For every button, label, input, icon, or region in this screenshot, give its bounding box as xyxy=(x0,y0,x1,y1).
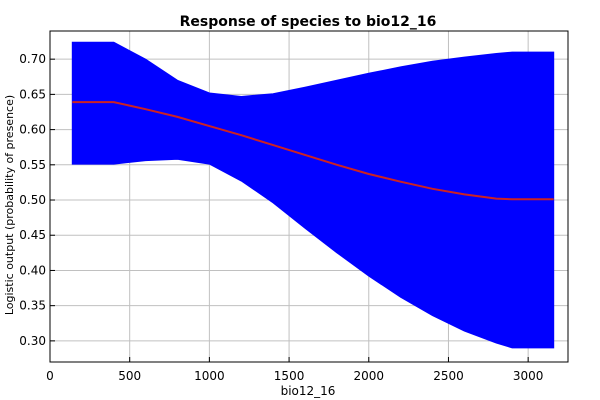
y-tick-label: 0.50 xyxy=(19,193,46,207)
y-ticks: 0.30 0.35 0.40 0.45 0.50 0.55 0.60 0.65 0.70 xyxy=(19,52,55,348)
x-axis-label: bio12_16 xyxy=(281,384,336,398)
mean-response-line xyxy=(72,101,554,201)
x-tick-label: 1500 xyxy=(274,369,305,383)
x-tick-label: 2000 xyxy=(353,369,384,383)
x-tick-label: 3000 xyxy=(513,369,544,383)
x-tick-label: 1000 xyxy=(194,369,225,383)
chart-title: Response of species to bio12_16 xyxy=(180,14,437,30)
x-tick-label: 2500 xyxy=(433,369,464,383)
y-tick-label: 0.35 xyxy=(19,299,46,313)
x-tick-label: 0 xyxy=(46,369,54,383)
confidence-band xyxy=(71,41,555,349)
y-tick-label: 0.45 xyxy=(19,228,46,242)
y-tick-label: 0.70 xyxy=(19,52,46,66)
y-tick-label: 0.55 xyxy=(19,158,46,172)
response-line xyxy=(72,101,554,201)
x-ticks: 0 500 1000 1500 2000 2500 3000 xyxy=(46,357,543,383)
y-tick-label: 0.40 xyxy=(19,263,46,277)
y-tick-label: 0.30 xyxy=(19,334,46,348)
x-tick-label: 500 xyxy=(118,369,141,383)
y-tick-label: 0.60 xyxy=(19,123,46,137)
y-axis-label: Logistic output (probability of presence… xyxy=(3,95,16,315)
confidence-band-area xyxy=(71,41,555,349)
plot-frame xyxy=(49,30,569,363)
y-tick-label: 0.65 xyxy=(19,87,46,101)
